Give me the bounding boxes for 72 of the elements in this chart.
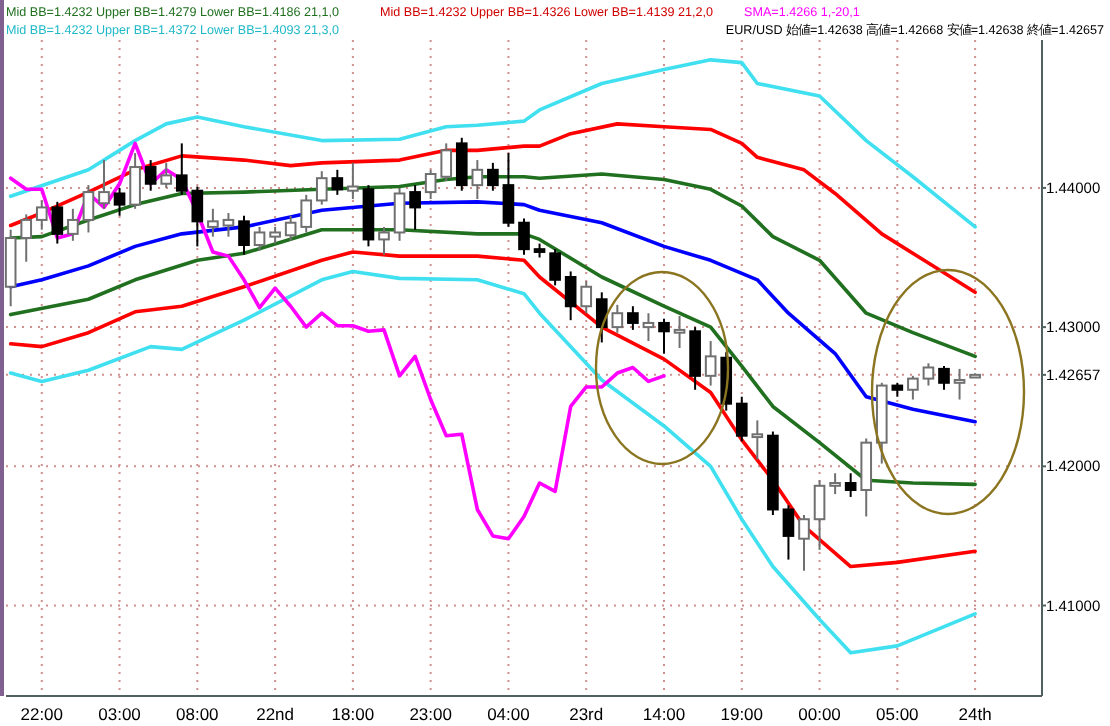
candlestick: [471, 159, 484, 201]
candlestick: [829, 472, 841, 496]
candlestick: [704, 340, 717, 387]
candlestick: [98, 159, 110, 210]
candlestick: [284, 214, 297, 242]
candlestick: [207, 207, 219, 238]
candlestick: [175, 142, 188, 196]
candlestick: [191, 185, 204, 248]
candlestick: [144, 159, 157, 192]
candlestick: [440, 142, 453, 182]
candlestick: [751, 419, 764, 461]
candlestick: [549, 248, 561, 287]
candlestick: [689, 326, 701, 391]
candlestick: [20, 213, 33, 263]
x-tick-label: 05:00: [876, 704, 920, 724]
candlestick: [938, 365, 950, 391]
x-tick-label: 23rd: [569, 704, 604, 724]
x-tick-label: 24th: [958, 704, 993, 724]
candlestick: [518, 217, 530, 256]
line-series: [8, 141, 666, 541]
candlestick: [315, 170, 328, 206]
candlestick: [844, 472, 857, 498]
x-tick-label: 22nd: [256, 704, 295, 724]
candlestick: [502, 152, 515, 228]
candlestick: [735, 395, 748, 443]
candlestick: [35, 199, 48, 231]
x-tick-label: 00:00: [798, 704, 842, 724]
candlestick: [238, 214, 250, 256]
candlestick: [611, 303, 624, 334]
candlestick: [409, 184, 421, 231]
candlestick: [300, 193, 313, 234]
candlestick: [347, 161, 359, 201]
x-tick-label: 04:00: [487, 704, 531, 724]
x-tick-label: 03:00: [98, 704, 142, 724]
x-tick-label: 23:00: [409, 704, 453, 724]
candlestick: [595, 291, 608, 344]
x-tick-label: 19:00: [720, 704, 764, 724]
x-tick-label: 22:00: [20, 704, 64, 724]
candlestick: [393, 186, 406, 242]
candlestick: [813, 479, 826, 551]
candlestick: [642, 312, 655, 343]
candlestick: [67, 207, 79, 242]
candlestick: [424, 168, 437, 201]
candlestick: [658, 317, 670, 355]
candlestick: [953, 367, 966, 401]
candlestick: [113, 186, 126, 217]
candlestick: [331, 168, 344, 196]
candlestick: [860, 437, 873, 518]
line-series: [8, 250, 977, 569]
candlestick: [129, 152, 141, 210]
candlestick: [222, 211, 235, 238]
x-tick-label: 18:00: [331, 704, 375, 724]
candlestick: [798, 514, 810, 572]
candlestick: [564, 270, 577, 322]
candlestick: [378, 225, 390, 256]
x-tick-label: 08:00: [176, 704, 220, 724]
candlestick: [51, 200, 64, 245]
candlestick: [782, 504, 795, 561]
candlestick: [160, 161, 173, 189]
candlestick: [922, 362, 935, 387]
line-series: [8, 269, 977, 655]
candlestick: [907, 374, 919, 401]
x-tick-label: 14:00: [642, 704, 686, 724]
candlestick: [487, 161, 499, 192]
candlestick: [82, 184, 95, 234]
line-series: [8, 122, 977, 295]
line-series: [8, 58, 977, 229]
candlestick: [455, 136, 468, 192]
candlestick: [580, 280, 593, 315]
candlestick: [627, 305, 639, 331]
candlestick: [673, 314, 686, 349]
candlestick: [253, 225, 266, 252]
